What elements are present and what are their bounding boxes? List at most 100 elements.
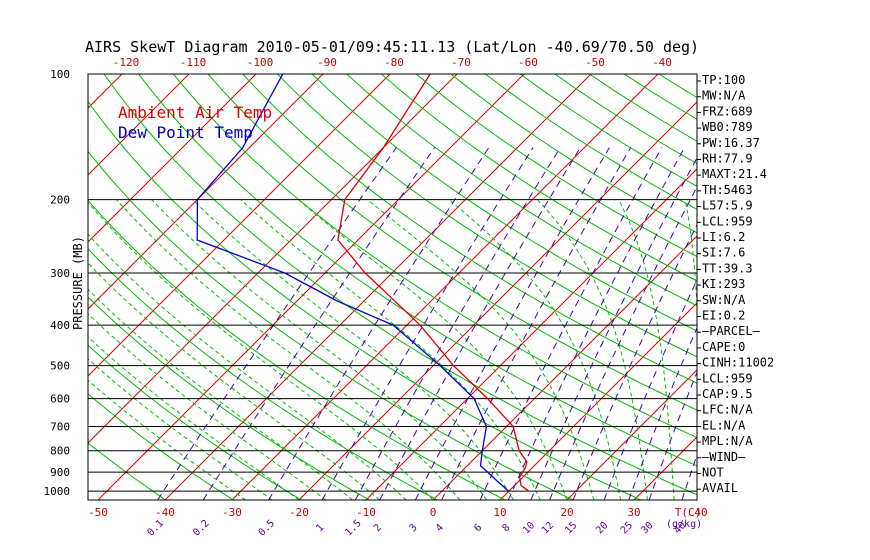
x-tick-label-top: -80 <box>384 56 404 69</box>
y-tick-label: 600 <box>50 393 70 406</box>
moist-adiabat-line <box>618 199 675 500</box>
chart-title: AIRS SkewT Diagram 2010-05-01/09:45:11.1… <box>85 38 699 56</box>
index-item: SW:N/A <box>702 293 746 307</box>
moist-adiabat-line <box>240 199 541 500</box>
mixing-ratio-label: 12 <box>540 520 556 536</box>
dry-adiabat-line <box>88 100 642 500</box>
y-tick-label: 400 <box>50 319 70 332</box>
x-tick-label-bottom: 20 <box>560 506 573 519</box>
mixing-ratio-unit-label: (g/kg) <box>666 519 702 530</box>
mixing-ratio-label: 25 <box>619 520 635 536</box>
dry-adiabat-line <box>311 74 697 332</box>
mixing-ratio-label: 15 <box>563 520 579 536</box>
index-item: PW:16.37 <box>702 136 760 150</box>
moist-adiabat-line <box>88 379 246 500</box>
y-tick-label: 1000 <box>44 485 71 498</box>
index-item: LI:6.2 <box>702 230 745 244</box>
moist-adiabat-line <box>116 199 461 500</box>
profile-layer <box>196 74 530 492</box>
moist-adiabat-line <box>88 288 353 500</box>
index-item: CAPE:0 <box>702 340 745 354</box>
moist-adiabat-line <box>88 313 327 500</box>
mixing-ratio-line <box>202 147 436 500</box>
index-item: KI:293 <box>702 277 745 291</box>
dry-adiabat-line <box>88 393 234 500</box>
dry-adiabat-line <box>415 74 697 258</box>
mixing-ratio-line <box>354 147 561 500</box>
pressure-lines <box>88 73 697 492</box>
mixing-ratio-line <box>321 147 534 500</box>
mixing-ratio-label: 0.1 <box>145 518 166 539</box>
isotherm-line <box>88 74 190 176</box>
dry-adiabat-line <box>277 74 697 358</box>
isotherm-line <box>88 74 257 243</box>
isotherm-line <box>88 74 458 444</box>
dry-adiabat-line <box>519 74 697 187</box>
mixing-ratio-line <box>549 185 697 500</box>
index-item: —WIND— <box>702 450 746 464</box>
isotherm-line <box>164 74 592 500</box>
moist-adiabat-line <box>88 201 434 500</box>
x-tick-label-bottom: -20 <box>289 506 309 519</box>
moist-adiabat-line <box>367 199 595 500</box>
dry-adiabat-line <box>381 74 697 282</box>
dry-adiabat-line <box>346 74 697 307</box>
legend-ambient-air-temp: Ambient Air Temp <box>118 103 272 122</box>
x-tick-label-bottom: 0 <box>430 506 437 519</box>
moist-adiabat-line <box>192 199 514 500</box>
x-tick-label-top: -110 <box>180 56 207 69</box>
index-item: CINH:11002 <box>702 356 774 370</box>
dry-adiabat-line <box>88 344 302 500</box>
x-tick-label-bottom: 10 <box>493 506 506 519</box>
dry-adiabat-line <box>138 74 697 467</box>
temperature-unit-label: T(C) <box>675 506 702 519</box>
index-item: MPL:N/A <box>702 434 753 448</box>
index-item: L57:5.9 <box>702 199 753 213</box>
x-tick-label-bottom: -10 <box>356 506 376 519</box>
index-item: AVAIL <box>702 481 738 495</box>
y-tick-label: 100 <box>50 68 70 81</box>
legend-dew-point-temp: Dew Point Temp <box>118 123 253 142</box>
mixing-ratio-line <box>441 147 632 500</box>
isotherm-line <box>0 74 55 500</box>
x-tick-label-bottom: 30 <box>627 506 640 519</box>
mixing-ratio-line <box>268 147 490 500</box>
mixing-ratio-label: 2 <box>372 522 384 534</box>
y-tick-label: 900 <box>50 466 70 479</box>
index-item: TP:100 <box>702 73 745 87</box>
mixing-ratio-label: 6 <box>472 522 484 534</box>
x-tick-label-top: -120 <box>113 56 140 69</box>
isotherm-line <box>835 74 870 500</box>
moist-adiabat-line <box>88 262 380 500</box>
y-tick-label: 700 <box>50 421 70 434</box>
mixing-ratio-label: 1 <box>314 522 326 534</box>
moist-adiabat-line <box>151 199 488 500</box>
mixing-ratio-label: 3 <box>408 522 420 534</box>
dry-adiabat-line <box>172 74 697 439</box>
mixing-ratio-label: 0.5 <box>257 518 278 539</box>
moist-adiabat-line <box>448 199 622 500</box>
index-item: —PARCEL— <box>702 324 761 338</box>
y-axis-title: PRESSURE (MB) <box>71 236 85 330</box>
moist-adiabat-line <box>88 233 407 500</box>
legend: Ambient Air Temp Dew Point Temp <box>118 103 272 142</box>
y-tick-label: 200 <box>50 194 70 207</box>
dry-adiabat-line <box>207 74 697 411</box>
x-tick-label-bottom: -30 <box>222 506 242 519</box>
moist-adiabat-line <box>88 358 273 500</box>
mixing-ratio-label: 10 <box>521 520 537 536</box>
dry-adiabat-line <box>103 74 697 496</box>
isotherm-line <box>298 101 697 500</box>
dry-adiabat-line <box>485 74 697 210</box>
isotherm-line <box>768 74 870 500</box>
x-tick-label-bottom: -40 <box>155 506 175 519</box>
index-item: EI:0.2 <box>702 309 745 323</box>
index-item: NOT <box>702 466 724 480</box>
index-item: TH:5463 <box>702 183 753 197</box>
mixing-ratio-label: 1.5 <box>343 518 364 539</box>
dew-point-temp-line <box>196 74 510 492</box>
index-item: MAXT:21.4 <box>702 167 767 181</box>
dry-adiabat-line <box>242 74 697 384</box>
